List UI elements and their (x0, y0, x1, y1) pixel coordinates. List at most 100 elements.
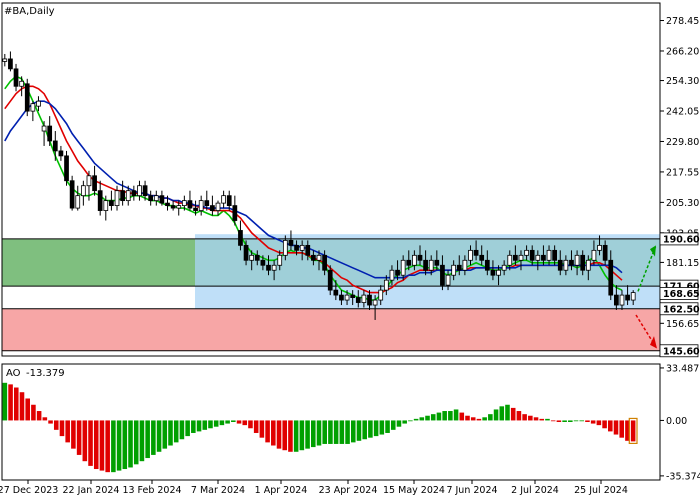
ao-bar (179, 420, 185, 440)
ao-bar (265, 420, 270, 443)
candle-body (181, 200, 187, 207)
date-tick-label: 13 Feb 2024 (122, 485, 181, 496)
candle (249, 250, 255, 271)
candle (64, 150, 69, 186)
candle (41, 121, 47, 146)
price-tick-label: 278.45 (666, 16, 699, 27)
candle (541, 245, 546, 266)
candle-body (69, 180, 75, 209)
candle (305, 240, 311, 261)
candle (254, 250, 260, 266)
candle (456, 255, 462, 276)
date-tick-label: 22 Jan 2024 (63, 485, 120, 496)
candle (602, 240, 608, 266)
price-label-box (659, 287, 699, 300)
candle (378, 285, 384, 306)
candle (193, 200, 198, 216)
ao-bar (608, 420, 613, 432)
ao-bar (488, 414, 493, 421)
ao-bar (208, 420, 213, 429)
ao-bar (510, 407, 516, 421)
candle (524, 245, 529, 261)
candle (535, 250, 541, 271)
candle-body (423, 259, 428, 271)
ao-bar (202, 420, 208, 430)
ao-bar (76, 420, 82, 455)
candle (383, 275, 389, 296)
ao-bar (625, 420, 630, 441)
ao-bar (282, 420, 288, 451)
candle (13, 63, 19, 92)
candle-body (524, 249, 529, 256)
candle-body (518, 254, 524, 261)
bullish-arrowhead (650, 245, 656, 257)
ao-panel-border (1, 363, 661, 481)
candle-body (630, 292, 636, 301)
candle (389, 265, 395, 286)
ao-bar (413, 418, 419, 421)
candle-body (159, 195, 165, 204)
ao-bar (133, 420, 139, 465)
candle-body (344, 294, 350, 301)
price-tick-label: 156.65 (666, 319, 699, 330)
ao-bar (362, 420, 367, 440)
ao-bar (65, 420, 70, 443)
ao-bar (156, 420, 162, 452)
ao-bar (596, 420, 602, 426)
ao-bar (299, 420, 305, 451)
ao-bar (168, 420, 173, 446)
candle-body (24, 83, 30, 112)
candle-body (47, 125, 53, 142)
candle (69, 175, 75, 211)
candle (215, 200, 221, 216)
candle (204, 190, 210, 211)
candle (2, 53, 8, 67)
candle-body (361, 294, 367, 303)
ao-bar (322, 420, 327, 444)
candle-body (440, 264, 445, 286)
ao-bar (82, 420, 88, 462)
ao-bar (48, 420, 53, 424)
candle (238, 220, 243, 251)
ao-bar (350, 420, 356, 443)
ao-bar (248, 420, 253, 429)
candle (243, 240, 249, 266)
candle (462, 255, 468, 276)
candle (170, 200, 176, 211)
candle-body (406, 259, 412, 266)
date-tick-label: 25 Jul 2024 (574, 485, 628, 496)
ao-bar (328, 420, 333, 444)
candle-body (473, 249, 479, 256)
price-tick-label: 242.05 (666, 107, 699, 118)
candle-body (243, 244, 249, 261)
ao-bar (59, 420, 65, 437)
candle-body (507, 254, 513, 266)
ao-value: -13.379 (26, 368, 65, 379)
candle-body (327, 269, 333, 291)
ao-bar (173, 420, 179, 443)
candle (97, 180, 103, 216)
candle-body (210, 205, 215, 211)
price-tick-label: 205.30 (666, 198, 699, 209)
candle (8, 51, 13, 72)
candle-body (574, 254, 580, 266)
candle (423, 250, 428, 276)
candle (131, 185, 137, 201)
ao-bar (602, 420, 607, 429)
candle-body (490, 269, 496, 276)
candle (142, 180, 148, 201)
candle (30, 101, 36, 122)
candle-body (30, 103, 36, 112)
ao-bar (225, 420, 230, 424)
ao-bar (311, 420, 316, 448)
candle-body (153, 195, 159, 202)
price-level-label: 190.60 (663, 234, 700, 245)
candle (507, 250, 513, 271)
candle (47, 116, 53, 146)
ao-bar (185, 420, 190, 437)
candle-body (501, 264, 507, 271)
ao-bar (191, 420, 196, 433)
ao-bar (390, 420, 396, 430)
